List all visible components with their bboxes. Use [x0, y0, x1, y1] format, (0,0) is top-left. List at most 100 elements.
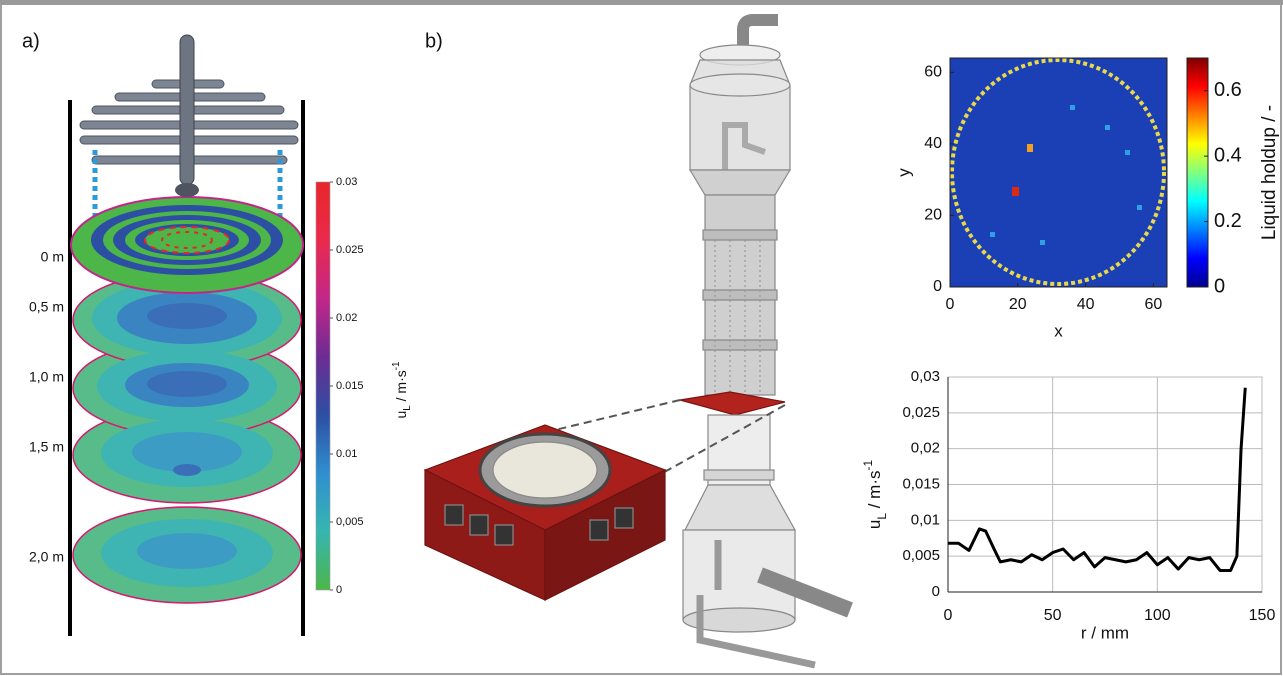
column-illustration: [702, 339, 778, 351]
axis-label: uL / m·s-1: [391, 362, 413, 419]
column-illustration: [444, 504, 634, 546]
column-illustration: [554, 399, 786, 481]
x-axis-label: r / mm: [1081, 623, 1129, 642]
column-illustration: [696, 540, 816, 669]
axis-label-part: u: [393, 411, 409, 419]
height-label: 1,0 m: [29, 369, 64, 385]
panel-label: b): [425, 30, 443, 52]
column-illustration: [469, 514, 489, 536]
y-tick-label: 20: [924, 207, 942, 224]
column-illustration: [722, 122, 766, 195]
x-tick-label: 100: [1144, 607, 1171, 624]
colorbar-tick-label: 0.01: [336, 448, 357, 460]
column-illustration: [714, 240, 761, 395]
colorbar-tick-label: 0.6: [1214, 79, 1242, 101]
colorbar: [315, 181, 331, 591]
column-sections-illustration: [147, 371, 227, 397]
column-sections-illustration: [179, 34, 195, 186]
axis-label-part: -1: [391, 362, 402, 371]
y-tick-label: 0,015: [902, 475, 940, 492]
heatmap-image: [990, 232, 995, 237]
column-illustration: [737, 14, 778, 65]
column-illustration: [689, 73, 791, 97]
column-sections-illustration: [173, 464, 201, 476]
column-illustration: [757, 567, 853, 618]
x-tick-label: 40: [1077, 296, 1095, 313]
colorbar-tick-label: 0.02: [336, 312, 357, 324]
column-illustration: [679, 391, 786, 416]
x-tick-label: 0: [944, 607, 953, 624]
column-illustration: [589, 519, 609, 541]
height-label: 1,5 m: [29, 439, 64, 455]
column-sections-illustration: [144, 226, 230, 254]
heatmap-image: [1070, 105, 1075, 110]
column-illustration: [554, 399, 681, 431]
heatmap-image: [1105, 125, 1110, 130]
x-axis-label: x: [1054, 321, 1063, 340]
column-illustration: [492, 441, 598, 499]
data-line: [948, 387, 1247, 572]
heatmap-image: [990, 105, 1142, 245]
column-illustration: [682, 607, 796, 633]
frame-top: [0, 0, 1283, 5]
x-tick-label: 0: [946, 296, 955, 313]
heatmap-image: [1027, 144, 1033, 152]
colorbar-tick-label: 0.015: [336, 380, 364, 392]
column-illustration: [614, 507, 634, 529]
colorbar-label: Liquid holdup / -: [1259, 105, 1280, 240]
column-sections-illustration: [137, 533, 237, 569]
plot-frame: [949, 57, 1168, 288]
height-label: 0 m: [41, 249, 64, 265]
colorbar-tick-label: 0.2: [1214, 210, 1242, 232]
x-tick-label: 50: [1044, 607, 1062, 624]
axis-label-part: L: [402, 405, 413, 411]
y-tick-label: 40: [924, 135, 942, 152]
column-illustration: [703, 469, 775, 481]
x-tick-label: 20: [1009, 296, 1027, 313]
y-tick-label: 0,01: [911, 511, 940, 528]
x-tick-label: 150: [1249, 607, 1276, 624]
colorbar: [1186, 57, 1209, 288]
heatmap-image: [1137, 205, 1142, 210]
axis-label-part: -1: [861, 460, 875, 471]
axis-label-part: / m·s: [865, 470, 884, 513]
column-illustration: [702, 289, 778, 301]
column-illustration: [702, 229, 778, 241]
column-sections-illustration: [68, 34, 305, 636]
column-illustration: [423, 14, 853, 669]
colorbar-tick-label: 0.03: [336, 176, 357, 188]
column-sections-illustration: [132, 432, 242, 472]
colorbar-tick-label: 0.025: [336, 244, 364, 256]
heatmap-image: [1040, 240, 1045, 245]
heatmap-image: [1125, 150, 1130, 155]
colorbar-tick-label: 0.4: [1214, 144, 1242, 166]
height-label: 0,5 m: [29, 299, 64, 315]
y-tick-label: 60: [924, 64, 942, 81]
column-illustration: [494, 524, 514, 546]
panel-label: a): [22, 30, 40, 52]
heatmap-image: [950, 58, 1167, 287]
y-tick-label: 0,005: [902, 547, 940, 564]
y-tick-label: 0: [932, 583, 940, 600]
colorbar-tick-label: 0: [336, 584, 342, 596]
colorbar-tick-label: 0,005: [336, 516, 364, 528]
heatmap-image: [1012, 187, 1019, 196]
y-tick-label: 0,025: [902, 404, 940, 421]
axis-label-part: L: [875, 513, 889, 520]
axis-label-part: / m·s: [393, 370, 409, 405]
height-label: 2,0 m: [29, 549, 64, 565]
heatmap-image: [950, 58, 1167, 287]
y-tick-label: 0: [933, 278, 942, 295]
y-tick-label: 0,02: [911, 440, 940, 457]
column-sections-illustration: [147, 303, 227, 329]
column-illustration: [702, 229, 778, 351]
y-axis-label: y: [894, 168, 913, 177]
column-sections-illustration: [161, 231, 213, 249]
y-tick-label: 0,03: [911, 368, 940, 385]
colorbar-tick-label: 0: [1214, 275, 1225, 297]
heatmap-image: [950, 58, 1166, 286]
column-sections-illustration: [92, 280, 282, 587]
